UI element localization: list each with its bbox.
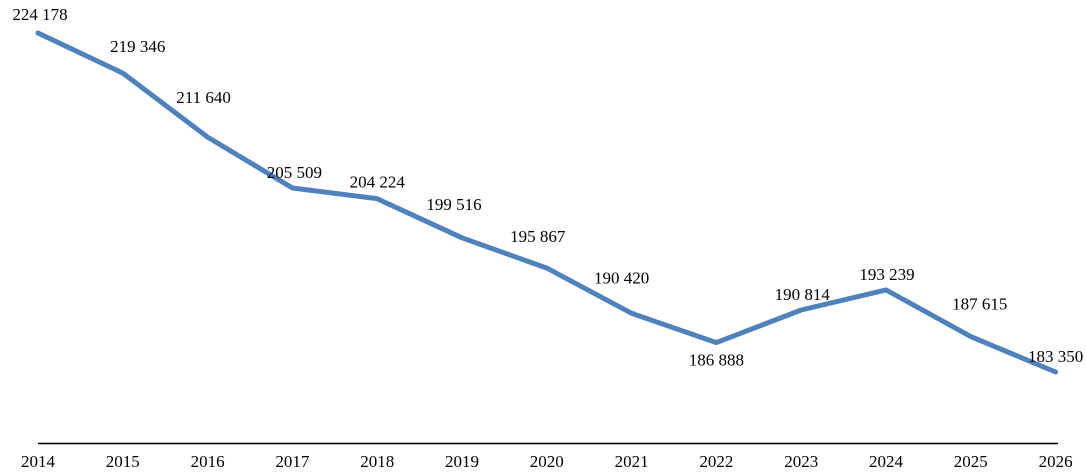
x-axis-labels-group: 2014 2015 2016 2017 2018 2019 2020 2021 2022 2023… — [21, 452, 1073, 471]
x-axis-label: 2026 — [1039, 452, 1073, 471]
data-label: 190 814 — [775, 285, 831, 304]
x-axis-label: 2016 — [191, 452, 225, 471]
series-group — [35, 30, 1059, 375]
data-label: 195 867 — [510, 227, 566, 246]
data-label: 204 224 — [350, 173, 406, 192]
data-label: 187 615 — [952, 295, 1007, 314]
data-label: 193 239 — [859, 265, 914, 284]
data-label: 205 509 — [267, 163, 322, 182]
x-axis-label: 2014 — [21, 452, 56, 471]
x-axis-label: 2019 — [445, 452, 479, 471]
data-label: 224 178 — [12, 5, 67, 24]
data-labels-group: 224 178 219 346 211 640 205 509 204 224 199 5… — [12, 5, 1083, 370]
x-axis-label: 2022 — [699, 452, 733, 471]
data-label: 190 420 — [594, 268, 649, 287]
data-label: 199 516 — [426, 195, 481, 214]
data-label: 183 350 — [1028, 347, 1083, 366]
x-axis-label: 2017 — [275, 452, 310, 471]
x-axis-label: 2023 — [784, 452, 818, 471]
x-axis-label: 2021 — [615, 452, 649, 471]
x-axis-label: 2024 — [869, 452, 904, 471]
x-axis-label: 2015 — [106, 452, 140, 471]
x-axis-label: 2025 — [954, 452, 988, 471]
data-line-series — [35, 30, 1059, 375]
data-label: 211 640 — [176, 88, 231, 107]
x-axis-label: 2018 — [360, 452, 394, 471]
data-label: 219 346 — [110, 37, 165, 56]
data-label: 186 888 — [689, 351, 744, 370]
x-axis-label: 2020 — [530, 452, 564, 471]
